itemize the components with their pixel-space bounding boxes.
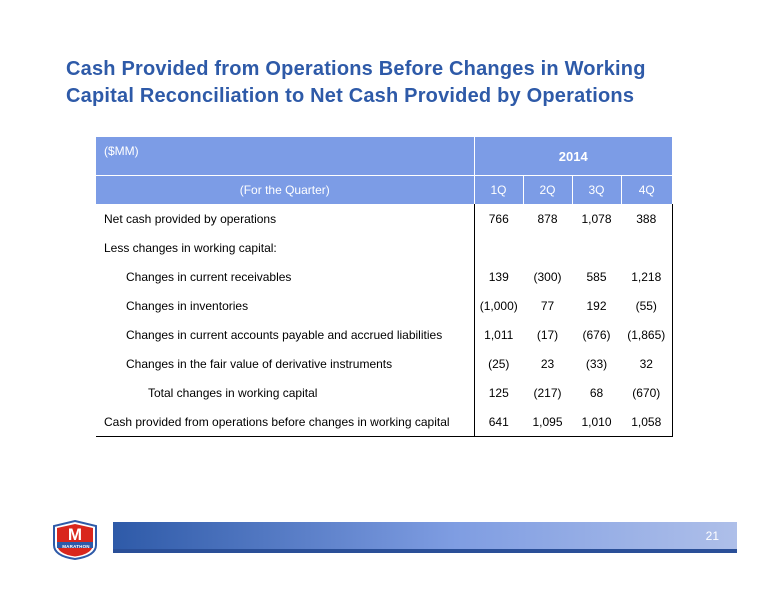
cell-value: 1,078	[581, 211, 612, 226]
cell-value: (25)	[473, 349, 523, 378]
cell-value: 68	[589, 385, 604, 400]
cell-value: (676)	[582, 327, 611, 342]
cell-value: 77	[540, 298, 555, 313]
cell-value	[572, 233, 621, 262]
quarter-header-3q: 3Q	[572, 175, 622, 204]
table-row: Less changes in working capital:	[96, 233, 673, 262]
quarter-header-4q: 4Q	[621, 175, 672, 204]
table-row: Changes in the fair value of derivative …	[96, 349, 673, 378]
page-number: 21	[705, 529, 719, 543]
cell-value: (670)	[621, 378, 673, 407]
table-header-row-year: ($MM) 2014	[96, 137, 672, 176]
quarter-header-2q: 2Q	[523, 175, 573, 204]
cell-value: 388	[621, 204, 673, 233]
slide-title-line-2: Capital Reconciliation to Net Cash Provi…	[66, 85, 635, 107]
footer-bar: 21	[113, 522, 737, 553]
row-label: Changes in inventories	[126, 298, 249, 313]
reconciliation-table: ($MM) 2014 (For the Quarter) 1Q 2Q 3Q 4Q…	[96, 137, 673, 437]
marathon-logo: M MARATHON	[50, 519, 100, 561]
row-label: Cash provided from operations before cha…	[96, 407, 474, 437]
cell-value: (1,000)	[473, 291, 523, 320]
cell-value: 766	[473, 204, 523, 233]
slide-title-line-1: Cash Provided from Operations Before Cha…	[66, 58, 646, 80]
table-row: Changes in current receivables 139 (300)…	[96, 262, 673, 291]
table-header-row-quarters: (For the Quarter) 1Q 2Q 3Q 4Q	[96, 175, 672, 204]
table-row: Total changes in working capital 125 (21…	[96, 378, 673, 407]
row-label: Changes in current accounts payable and …	[126, 327, 443, 342]
cell-value	[473, 233, 523, 262]
table-row: Net cash provided by operations 766 878 …	[96, 204, 673, 233]
cell-value: (1,865)	[621, 320, 673, 349]
row-label: Changes in current receivables	[126, 269, 292, 284]
cell-value: (33)	[585, 356, 608, 371]
cell-value: 192	[586, 298, 607, 313]
row-label: Less changes in working capital:	[104, 240, 277, 255]
cell-value: 23	[540, 356, 555, 371]
cell-value	[621, 233, 673, 262]
cell-value: (17)	[536, 327, 559, 342]
marathon-logo-icon: M	[53, 519, 97, 561]
logo-brand-text: MARATHON	[62, 544, 90, 549]
cell-value: 585	[586, 269, 607, 284]
cell-value: 32	[621, 349, 673, 378]
row-label: Net cash provided by operations	[104, 211, 277, 226]
table-row: Cash provided from operations before cha…	[96, 407, 673, 437]
cell-value: 1,218	[621, 262, 673, 291]
cell-value: 125	[473, 378, 523, 407]
row-label: Total changes in working capital	[148, 385, 318, 400]
unit-label: ($MM)	[96, 137, 475, 176]
cell-value: 1,010	[572, 407, 621, 437]
slide-title: Cash Provided from Operations Before Cha…	[66, 56, 726, 110]
table-row: Changes in inventories (1,000) 77 192 (5…	[96, 291, 673, 320]
row-label: Changes in the fair value of derivative …	[126, 356, 393, 371]
period-label: (For the Quarter)	[96, 175, 475, 204]
cell-value: 1,095	[523, 407, 572, 437]
logo-mark: M	[68, 525, 82, 544]
table-row: Changes in current accounts payable and …	[96, 320, 673, 349]
cell-value: 1,011	[473, 320, 523, 349]
quarter-header-1q: 1Q	[474, 175, 524, 204]
cell-value: 641	[473, 407, 523, 437]
cell-value: 1,058	[621, 407, 673, 437]
footer-stripe	[113, 549, 737, 553]
year-header: 2014	[474, 137, 672, 176]
cell-value: (55)	[621, 291, 673, 320]
cell-value: (300)	[533, 269, 562, 284]
cell-value: 878	[537, 211, 558, 226]
cell-value: (217)	[533, 385, 562, 400]
cell-value: 139	[473, 262, 523, 291]
cell-value	[523, 233, 572, 262]
